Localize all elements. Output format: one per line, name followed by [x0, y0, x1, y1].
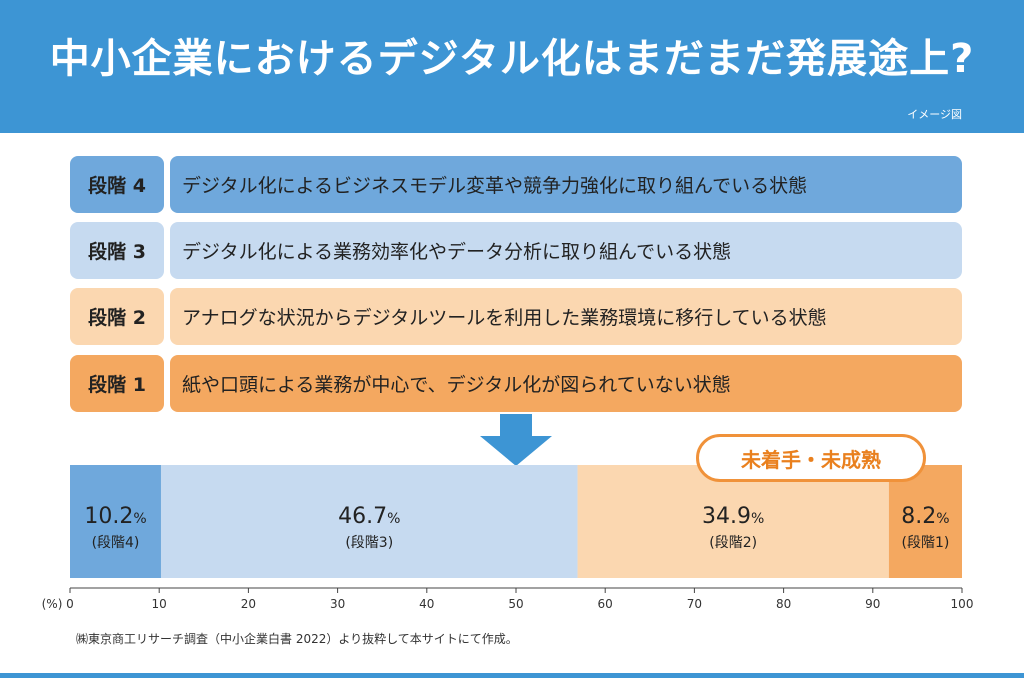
x-tick-label: 20: [241, 597, 256, 611]
x-tick-label: 90: [865, 597, 880, 611]
stage-description: アナログな状況からデジタルツールを利用した業務環境に移行している状態: [170, 288, 962, 345]
segment-stage-label: (段階2): [709, 535, 757, 551]
segment-stage-label: (段階1): [902, 535, 950, 551]
stage-description: 紙や口頭による業務が中心で、デジタル化が図られていない状態: [170, 355, 962, 412]
image-note: イメージ図: [907, 108, 962, 121]
stage-row-1: 段階 1 紙や口頭による業務が中心で、デジタル化が図られていない状態: [70, 355, 962, 412]
header-banner: 中小企業におけるデジタル化はまだまだ発展途上? イメージ図: [0, 0, 1024, 133]
stacked-bar-chart: 10.2% (段階4) 46.7% (段階3) 34.9% (段階2) 8.2% (段階1) 0…: [42, 465, 974, 611]
stage-row-3: 段階 3 デジタル化による業務効率化やデータ分析に取り組んでいる状態: [70, 222, 962, 279]
stage-label: 段階 1: [70, 355, 164, 412]
unstarted-immature-badge: 未着手・未成熟: [696, 434, 926, 482]
bar-segment-3: [577, 465, 889, 578]
x-tick-label: 80: [776, 597, 791, 611]
source-note: ㈱東京商工リサーチ調査（中小企業白書 2022）より抜粋して本サイトにて作成。: [76, 632, 518, 646]
stage-label: 段階 4: [70, 156, 164, 213]
x-tick-label: 40: [419, 597, 434, 611]
bar-segment-4: [888, 465, 962, 578]
x-axis-unit: (%): [42, 597, 63, 611]
x-tick-label: 10: [152, 597, 167, 611]
x-tick-label: 60: [598, 597, 613, 611]
x-tick-label: 70: [687, 597, 702, 611]
data-label: 46.7%: [338, 504, 400, 529]
down-arrow-icon: [480, 414, 552, 466]
stage-description: デジタル化によるビジネスモデル変革や競争力強化に取り組んでいる状態: [170, 156, 962, 213]
data-label: 10.2%: [84, 504, 146, 529]
segment-stage-label: (段階4): [92, 535, 140, 551]
segment-stage-label: (段階3): [345, 535, 393, 551]
stage-row-4: 段階 4 デジタル化によるビジネスモデル変革や競争力強化に取り組んでいる状態: [70, 156, 962, 213]
stage-description: デジタル化による業務効率化やデータ分析に取り組んでいる状態: [170, 222, 962, 279]
footer-line: [0, 673, 1024, 678]
stage-label: 段階 2: [70, 288, 164, 345]
data-label: 8.2%: [901, 504, 949, 529]
page-title: 中小企業におけるデジタル化はまだまだ発展途上?: [49, 36, 975, 82]
bar-segment-1: [70, 465, 161, 578]
stage-row-2: 段階 2 アナログな状況からデジタルツールを利用した業務環境に移行している状態: [70, 288, 962, 345]
x-tick-label: 50: [508, 597, 523, 611]
x-tick-label: 0: [66, 597, 74, 611]
bar-segment-2: [160, 465, 578, 578]
x-tick-label: 100: [951, 597, 974, 611]
data-label: 34.9%: [702, 504, 764, 529]
x-tick-label: 30: [330, 597, 345, 611]
stage-label: 段階 3: [70, 222, 164, 279]
